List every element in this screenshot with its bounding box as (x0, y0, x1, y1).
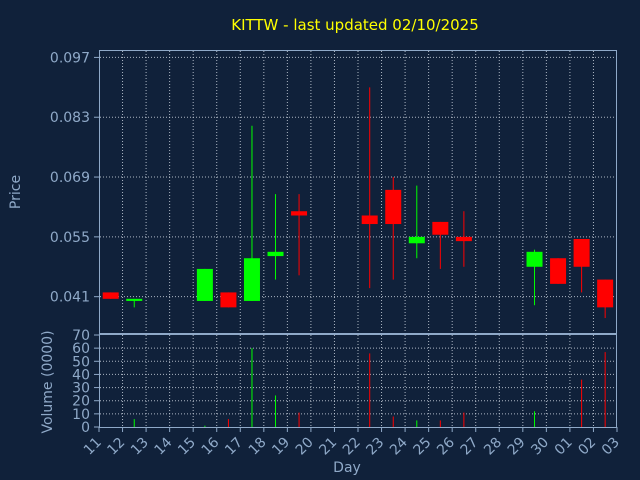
candle-body (126, 298, 143, 301)
day-tick-label: 21 (316, 435, 340, 459)
price-candles (102, 87, 614, 319)
volume-tick-label: 10 (72, 407, 90, 423)
price-tick-label: 0.083 (50, 110, 90, 126)
volume-tick-label: 70 (72, 328, 90, 344)
volume-axis-label: Volume (0000) (40, 330, 56, 433)
day-tick-label: 28 (481, 435, 505, 459)
candle-body (526, 251, 543, 267)
chart-title: KITTW - last updated 02/10/2025 (231, 16, 479, 34)
x-axis-label: Day (333, 460, 361, 476)
gridlines (100, 51, 616, 427)
candle-body (102, 292, 119, 299)
day-tick-label: 16 (199, 434, 223, 458)
volume-tick-label: 50 (72, 354, 90, 370)
candle-body (385, 189, 402, 225)
day-tick-label: 02 (575, 435, 599, 459)
price-tick-label: 0.055 (50, 230, 90, 246)
volume-tick-label: 20 (72, 394, 90, 410)
volume-tick-label: 0 (81, 420, 90, 436)
volume-tick-label: 60 (72, 341, 90, 357)
day-tick-label: 15 (175, 435, 199, 459)
day-tick-label: 29 (505, 435, 529, 459)
day-tick-label: 25 (411, 435, 435, 459)
price-panel-frame (99, 50, 617, 334)
candle-body (550, 258, 567, 284)
candle-body (573, 239, 590, 267)
candle-body (597, 279, 614, 308)
candle-body (220, 292, 237, 308)
candle-body (196, 268, 213, 301)
candle-body (291, 211, 308, 216)
price-axis-ticks: 0.097 0.083 0.069 0.055 0.041 (50, 50, 99, 306)
day-tick-label: 23 (363, 435, 387, 459)
day-tick-label: 22 (340, 435, 364, 459)
day-tick-label: 11 (81, 435, 105, 459)
day-tick-label: 18 (246, 435, 270, 459)
day-tick-label: 13 (128, 435, 152, 459)
day-tick-label: 17 (222, 435, 246, 459)
day-tick-label: 12 (104, 435, 128, 459)
day-tick-label: 14 (152, 434, 176, 458)
day-tick-label: 30 (528, 435, 552, 459)
candle-body (267, 251, 284, 257)
candle-body (455, 236, 472, 242)
price-tick-label: 0.041 (50, 290, 90, 306)
day-axis-ticks: 11 12 13 14 15 16 17 18 19 20 21 22 23 24 25 26 27 28 29 30… (81, 427, 623, 458)
candle-body (432, 221, 449, 235)
candle-body (361, 215, 378, 225)
price-tick-label: 0.097 (50, 50, 90, 66)
price-axis-label: Price (8, 175, 24, 209)
day-tick-label: 20 (293, 435, 317, 459)
day-tick-label: 26 (434, 434, 458, 458)
day-tick-label: 24 (387, 434, 411, 458)
day-tick-label: 27 (458, 435, 482, 459)
volume-tick-label: 40 (72, 367, 90, 383)
volume-tick-label: 30 (72, 381, 90, 397)
price-tick-label: 0.069 (50, 170, 90, 186)
volume-bars (133, 348, 606, 427)
day-tick-label: 19 (269, 435, 293, 459)
candle-body (408, 236, 425, 244)
candle-body (243, 258, 260, 301)
day-tick-label: 03 (599, 435, 623, 459)
day-tick-label: 01 (552, 435, 576, 459)
